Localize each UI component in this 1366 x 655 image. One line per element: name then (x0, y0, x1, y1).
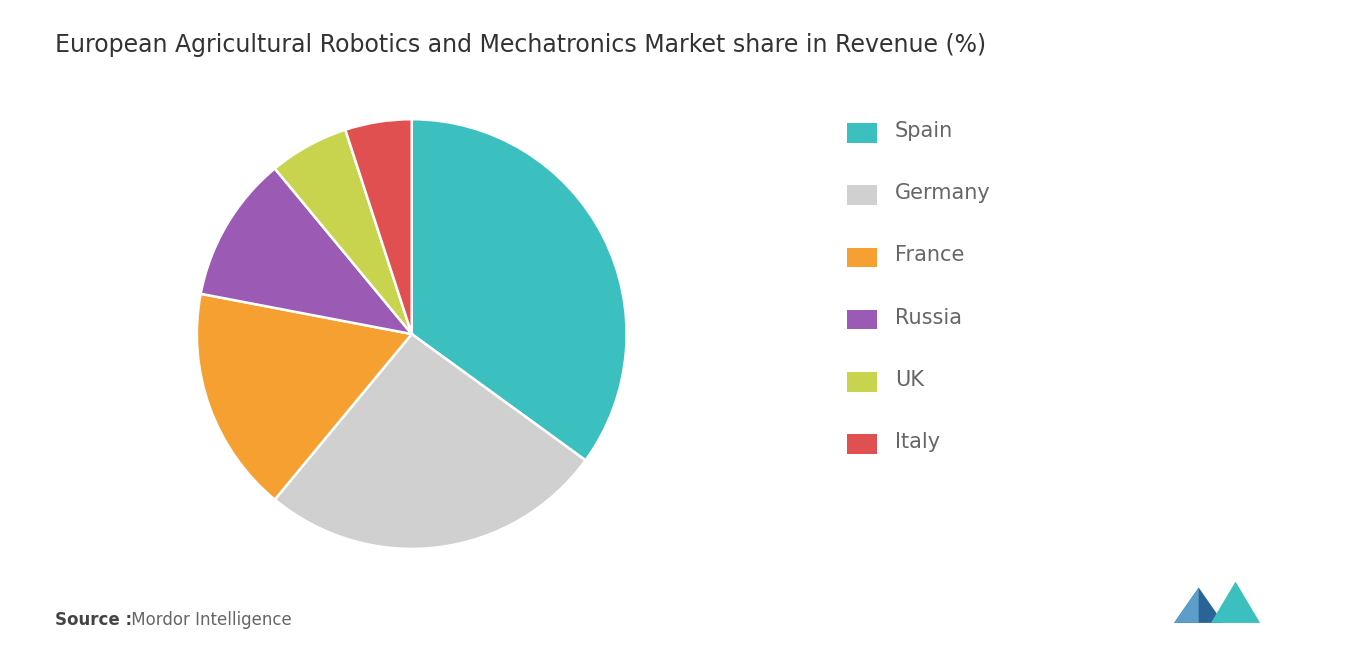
Wedge shape (346, 119, 411, 334)
Text: Germany: Germany (895, 183, 990, 203)
Text: France: France (895, 246, 964, 265)
Text: Source :: Source : (55, 611, 131, 629)
Polygon shape (1175, 588, 1199, 623)
Text: Russia: Russia (895, 308, 962, 328)
Text: UK: UK (895, 370, 923, 390)
Wedge shape (275, 130, 411, 334)
Text: Italy: Italy (895, 432, 940, 452)
Wedge shape (411, 119, 627, 460)
Text: European Agricultural Robotics and Mechatronics Market share in Revenue (%): European Agricultural Robotics and Mecha… (55, 33, 986, 57)
Wedge shape (201, 168, 411, 334)
Polygon shape (1175, 588, 1224, 623)
Text: Mordor Intelligence: Mordor Intelligence (126, 611, 291, 629)
Wedge shape (197, 294, 411, 500)
Polygon shape (1212, 582, 1259, 623)
Text: Spain: Spain (895, 121, 953, 141)
Wedge shape (275, 334, 586, 549)
